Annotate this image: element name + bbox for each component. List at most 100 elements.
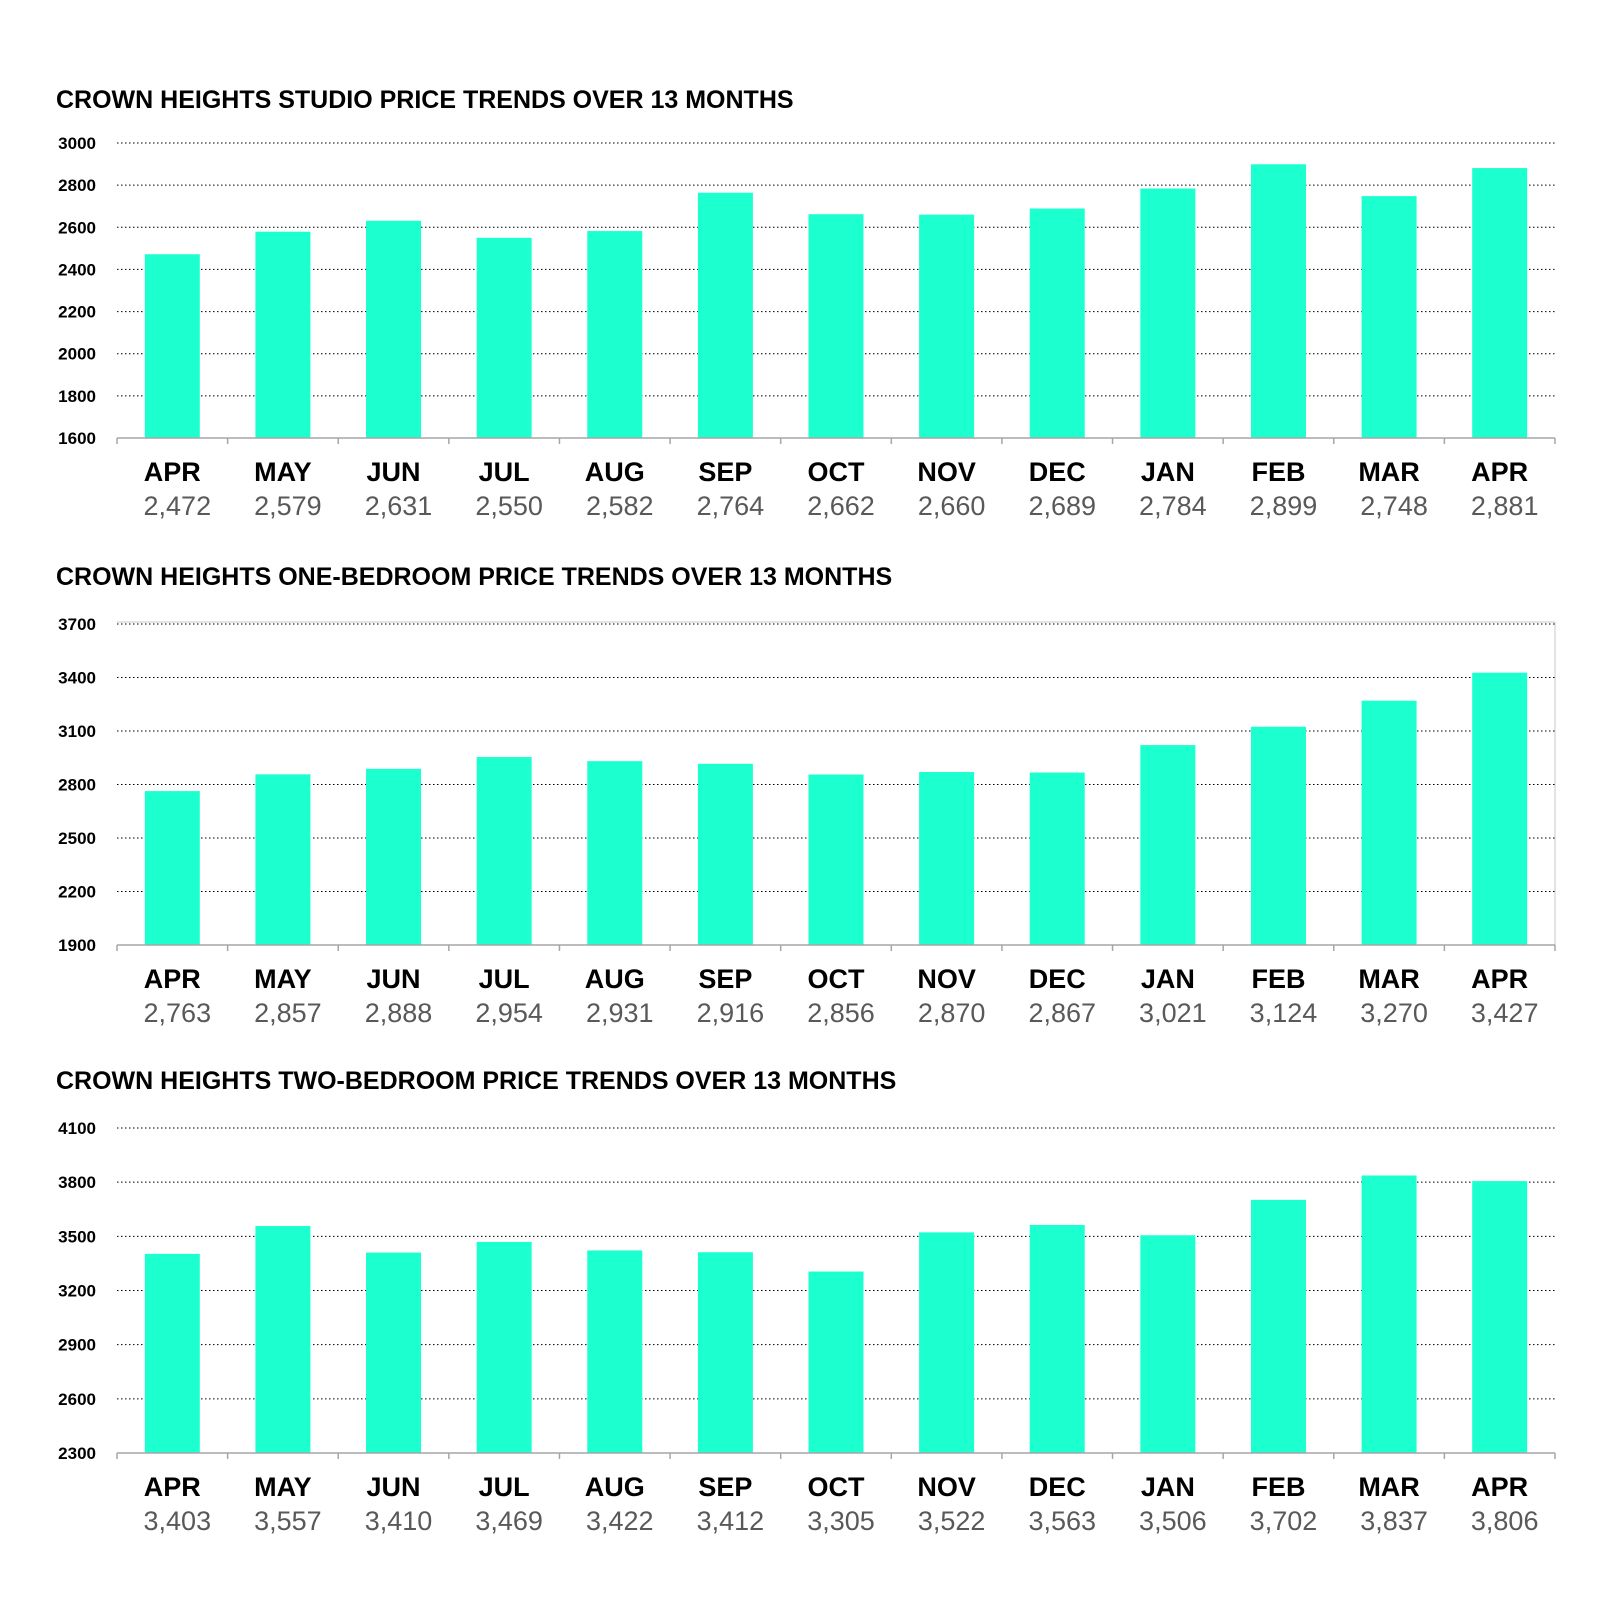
data-label: 2,748 <box>1360 491 1428 521</box>
x-tick-label: DEC <box>1029 1472 1086 1502</box>
data-label: 2,931 <box>586 998 654 1028</box>
data-label: 3,557 <box>254 1506 322 1536</box>
x-tick-label: JUL <box>479 1472 530 1502</box>
x-tick-label: APR <box>1471 1472 1528 1502</box>
data-label: 2,582 <box>586 491 654 521</box>
x-tick-label: DEC <box>1029 457 1086 487</box>
bar-sep <box>697 192 753 438</box>
data-label: 3,021 <box>1139 998 1207 1028</box>
data-label: 3,305 <box>807 1506 875 1536</box>
data-label: 2,870 <box>918 998 986 1028</box>
data-label: 2,888 <box>365 998 433 1028</box>
data-label: 2,881 <box>1471 491 1539 521</box>
chart-title: CROWN HEIGHTS ONE-BEDROOM PRICE TRENDS O… <box>56 563 892 591</box>
data-label: 3,270 <box>1360 998 1428 1028</box>
data-label: 2,662 <box>807 491 875 521</box>
x-tick-label: SEP <box>698 964 752 994</box>
data-label: 3,563 <box>1028 1506 1096 1536</box>
bar-sep <box>697 1252 753 1453</box>
y-tick-label: 4100 <box>58 1119 96 1138</box>
y-tick-label: 2800 <box>58 776 96 795</box>
bar-oct <box>808 1271 864 1453</box>
y-tick-label: 3000 <box>58 134 96 153</box>
data-label: 3,702 <box>1250 1506 1318 1536</box>
data-label: 2,954 <box>475 998 543 1028</box>
data-label: 3,837 <box>1360 1506 1428 1536</box>
data-label: 2,631 <box>365 491 433 521</box>
bar-jan <box>1140 745 1196 945</box>
bar-feb <box>1250 726 1306 945</box>
x-tick-label: JAN <box>1141 1472 1195 1502</box>
data-label: 3,522 <box>918 1506 986 1536</box>
data-label: 2,856 <box>807 998 875 1028</box>
bar-jul <box>476 757 532 945</box>
x-tick-label: AUG <box>585 457 645 487</box>
y-tick-label: 2000 <box>58 345 96 364</box>
data-label: 2,867 <box>1028 998 1096 1028</box>
x-tick-label: OCT <box>808 1472 866 1502</box>
data-label: 2,764 <box>697 491 765 521</box>
data-label: 2,899 <box>1250 491 1318 521</box>
y-tick-label: 1600 <box>58 429 96 448</box>
bar-jan <box>1140 188 1196 438</box>
x-tick-label: APR <box>144 1472 201 1502</box>
y-tick-label: 3200 <box>58 1282 96 1301</box>
x-tick-label: JUN <box>367 964 421 994</box>
y-tick-label: 3800 <box>58 1173 96 1192</box>
bar-mar <box>1361 1175 1417 1453</box>
x-tick-label: APR <box>1471 457 1528 487</box>
x-tick-label: MAY <box>254 964 312 994</box>
x-tick-label: APR <box>144 457 201 487</box>
data-label: 2,689 <box>1028 491 1096 521</box>
x-tick-label: FEB <box>1251 457 1305 487</box>
x-tick-label: JAN <box>1141 964 1195 994</box>
y-tick-label: 3100 <box>58 722 96 741</box>
x-tick-label: MAR <box>1358 457 1420 487</box>
data-label: 2,784 <box>1139 491 1207 521</box>
bar-apr <box>144 254 200 438</box>
data-label: 3,469 <box>475 1506 543 1536</box>
bar-dec <box>1029 772 1085 945</box>
data-label: 3,412 <box>697 1506 765 1536</box>
x-tick-label: MAR <box>1358 964 1420 994</box>
x-tick-label: JUN <box>367 1472 421 1502</box>
data-label: 2,550 <box>475 491 543 521</box>
x-tick-label: NOV <box>917 457 976 487</box>
x-tick-label: JUN <box>367 457 421 487</box>
x-tick-label: MAY <box>254 457 312 487</box>
x-tick-label: AUG <box>585 964 645 994</box>
bar-nov <box>919 214 975 438</box>
x-tick-label: SEP <box>698 457 752 487</box>
x-tick-label: OCT <box>808 457 866 487</box>
x-tick-label: NOV <box>917 964 976 994</box>
data-label: 3,403 <box>144 1506 212 1536</box>
y-tick-label: 1900 <box>58 936 96 955</box>
y-tick-label: 2600 <box>58 1390 96 1409</box>
y-tick-label: 2200 <box>58 883 96 902</box>
chart-title: CROWN HEIGHTS STUDIO PRICE TRENDS OVER 1… <box>56 86 794 114</box>
y-tick-label: 2500 <box>58 829 96 848</box>
y-tick-label: 2600 <box>58 218 96 237</box>
bar-jul <box>476 237 532 438</box>
bar-jul <box>476 1241 532 1453</box>
bar-apr <box>144 791 200 945</box>
y-tick-label: 3700 <box>58 615 96 634</box>
y-tick-label: 3500 <box>58 1227 96 1246</box>
x-tick-label: JUL <box>479 964 530 994</box>
data-label: 3,427 <box>1471 998 1539 1028</box>
y-tick-label: 2200 <box>58 303 96 322</box>
bar-apr <box>1472 1181 1528 1453</box>
chart-title: CROWN HEIGHTS TWO-BEDROOM PRICE TRENDS O… <box>56 1067 896 1095</box>
bar-jan <box>1140 1235 1196 1453</box>
bar-feb <box>1250 1199 1306 1453</box>
x-tick-label: AUG <box>585 1472 645 1502</box>
bar-apr <box>144 1253 200 1453</box>
bar-aug <box>587 231 643 438</box>
data-label: 3,422 <box>586 1506 654 1536</box>
x-tick-label: JUL <box>479 457 530 487</box>
data-label: 2,916 <box>697 998 765 1028</box>
x-tick-label: DEC <box>1029 964 1086 994</box>
x-tick-label: SEP <box>698 1472 752 1502</box>
data-label: 2,472 <box>144 491 212 521</box>
